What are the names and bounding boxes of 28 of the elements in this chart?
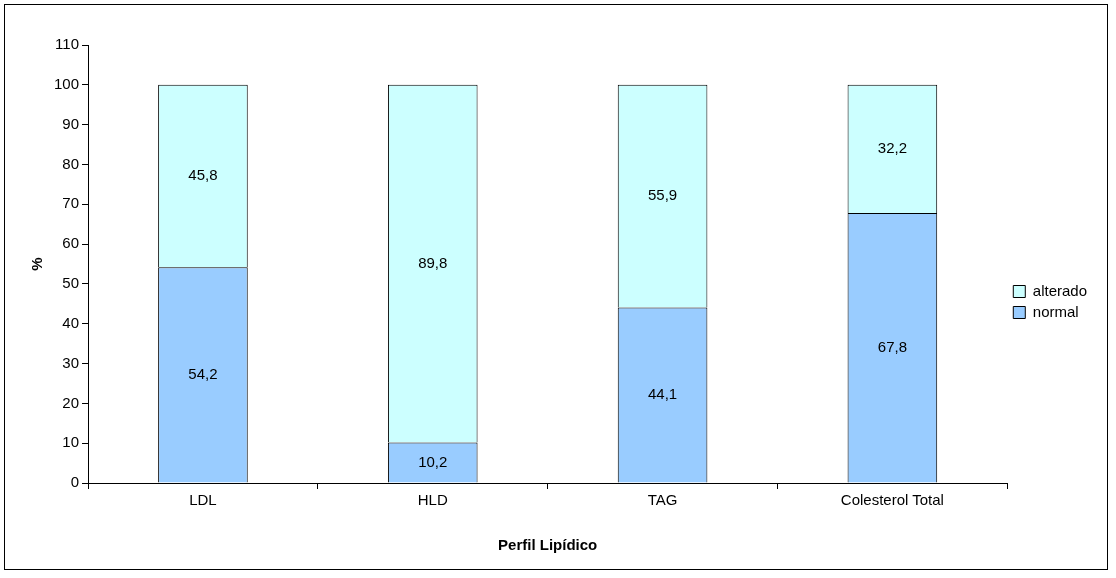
x-tick-label: HLD: [417, 491, 448, 509]
legend-label: alterado: [1032, 281, 1088, 299]
y-tick-label: 70: [62, 194, 80, 212]
y-tick-label: 80: [62, 154, 80, 172]
y-tick-label: 50: [62, 274, 80, 292]
y-tick-label: 10: [62, 433, 80, 451]
x-tick-label: LDL: [189, 491, 217, 509]
data-label: 32,2: [877, 139, 907, 157]
y-tick-label: 0: [70, 473, 80, 491]
data-label: 10,2: [418, 452, 448, 470]
legend-label: normal: [1032, 302, 1079, 320]
y-tick-label: 20: [62, 393, 80, 411]
y-tick-label: 110: [55, 35, 80, 53]
x-tick-label: TAG: [647, 491, 678, 509]
x-axis-title: Perfil Lipídico: [498, 536, 598, 554]
data-label: 67,8: [877, 337, 907, 355]
y-axis-title: %: [28, 257, 46, 271]
data-label: 54,2: [188, 364, 218, 382]
data-label: 45,8: [188, 166, 218, 184]
y-tick-label: 30: [62, 353, 80, 371]
data-label: 44,1: [647, 385, 678, 403]
x-tick-label: Colesterol Total: [840, 491, 944, 509]
y-tick-label: 90: [62, 114, 80, 132]
data-label: 89,8: [418, 253, 448, 271]
data-label: 55,9: [647, 186, 678, 204]
y-tick-label: 100: [54, 74, 80, 92]
y-tick-label: 60: [62, 234, 80, 252]
y-tick-label: 40: [62, 313, 80, 331]
